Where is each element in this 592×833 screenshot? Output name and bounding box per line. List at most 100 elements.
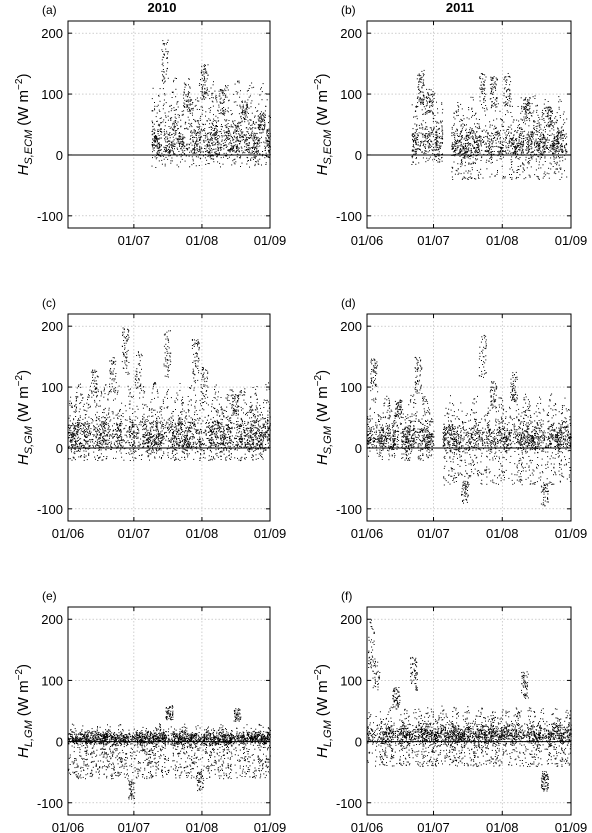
data-point (190, 399, 192, 401)
data-point (187, 128, 189, 130)
data-point (169, 140, 171, 142)
data-point (170, 330, 171, 332)
data-point (207, 94, 209, 96)
data-point (194, 425, 196, 427)
data-point (241, 139, 243, 141)
data-point (170, 439, 172, 441)
data-point (434, 146, 436, 148)
data-point (208, 148, 210, 150)
data-point (258, 120, 260, 122)
data-point (454, 118, 456, 120)
data-point (489, 141, 491, 142)
data-point (166, 145, 168, 147)
data-point (557, 131, 559, 132)
data-point (411, 104, 413, 106)
data-point (206, 72, 208, 74)
data-point (428, 96, 430, 98)
data-point (253, 145, 255, 147)
data-point (89, 389, 91, 391)
data-point (463, 147, 465, 149)
data-point (537, 143, 539, 145)
data-point (101, 421, 103, 423)
data-point (182, 144, 184, 146)
data-point (470, 148, 472, 150)
data-point (205, 163, 207, 165)
data-point (546, 145, 548, 147)
data-point (468, 134, 470, 136)
data-point (226, 110, 228, 112)
data-point (83, 409, 85, 411)
data-point (122, 327, 124, 329)
data-point (515, 151, 517, 153)
data-point (551, 146, 553, 148)
data-point (468, 170, 469, 172)
data-point (544, 129, 546, 130)
data-point (172, 136, 174, 138)
data-point (471, 130, 473, 131)
data-point (246, 146, 248, 148)
data-point (464, 148, 466, 150)
data-point (548, 110, 550, 111)
data-point (511, 139, 513, 141)
data-point (437, 140, 439, 142)
data-point (470, 143, 472, 145)
data-point (416, 137, 418, 138)
data-point (492, 78, 494, 80)
data-point (173, 144, 175, 146)
data-point (564, 147, 566, 149)
data-point (252, 140, 254, 142)
data-point (208, 142, 210, 144)
data-point (523, 122, 524, 124)
data-point (172, 91, 174, 93)
data-point (201, 151, 203, 153)
data-point (237, 126, 239, 128)
y-tick-label: -100 (37, 209, 63, 224)
data-point (429, 97, 431, 99)
data-point (201, 87, 203, 88)
data-point (196, 446, 198, 448)
data-point (226, 96, 228, 98)
data-point (177, 140, 179, 142)
data-point (225, 144, 227, 146)
data-point (425, 122, 427, 124)
data-point (462, 157, 464, 159)
data-point (559, 136, 561, 138)
data-point (109, 420, 111, 422)
data-point (513, 152, 515, 153)
data-point (261, 434, 262, 436)
data-point (220, 426, 222, 428)
data-point (160, 155, 162, 157)
data-point (487, 133, 489, 135)
data-point (509, 84, 511, 86)
data-point (536, 109, 538, 111)
data-point (466, 132, 468, 134)
data-point (134, 432, 136, 434)
data-point (432, 96, 434, 98)
data-point (420, 127, 422, 129)
data-point (203, 124, 205, 126)
data-point (462, 115, 464, 117)
data-point (161, 49, 163, 51)
data-point (527, 162, 529, 164)
data-point (473, 148, 475, 149)
data-point (532, 135, 534, 137)
data-point (160, 117, 162, 119)
data-point (192, 434, 194, 436)
data-point (251, 442, 253, 444)
data-point (154, 135, 156, 136)
data-point (538, 167, 540, 169)
data-point (490, 148, 492, 150)
data-point (198, 429, 200, 431)
data-point (151, 142, 153, 143)
data-point (257, 143, 259, 145)
data-point (472, 130, 474, 132)
data-point (441, 157, 442, 159)
data-point (476, 155, 478, 156)
data-point (540, 133, 542, 135)
data-point (254, 434, 256, 436)
data-point (530, 115, 532, 117)
data-point (528, 109, 530, 111)
data-point (203, 151, 204, 153)
data-point (153, 140, 155, 142)
data-point (252, 132, 254, 134)
